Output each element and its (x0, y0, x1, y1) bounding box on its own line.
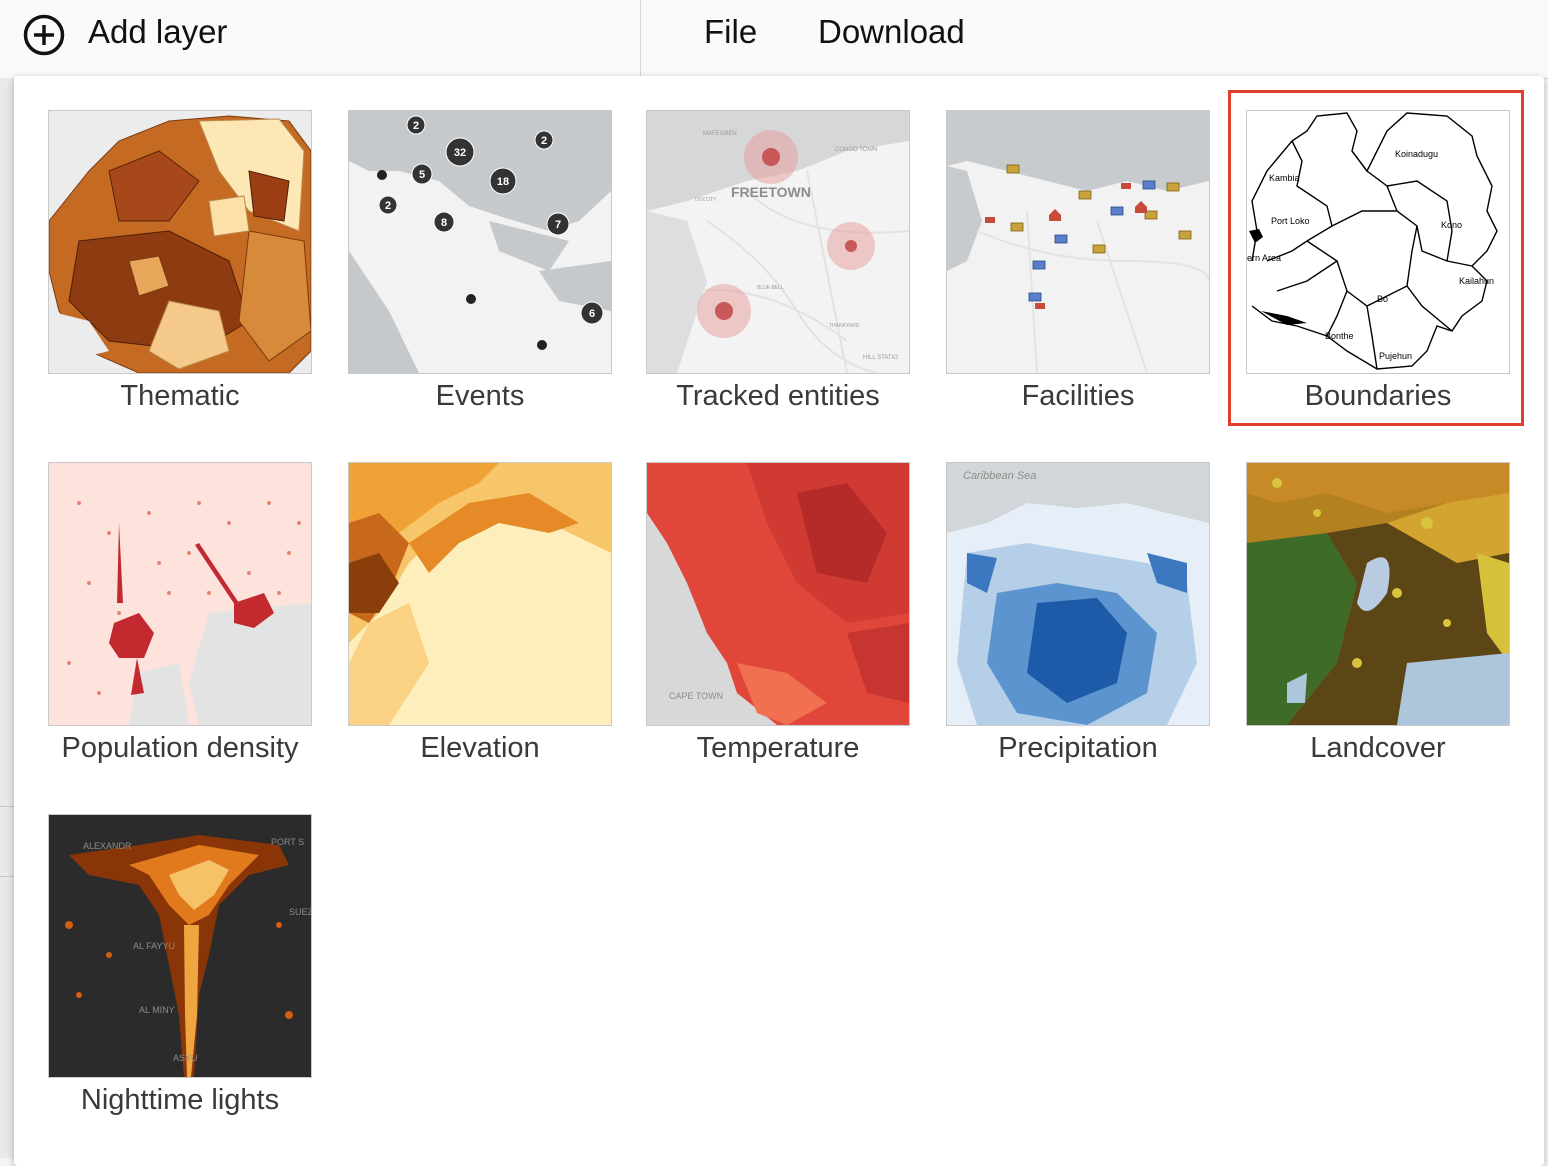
tracked-entities-map-thumbnail: MAFEGBEN CONGO TOWN DOCOTY BLUE BELL THA… (646, 110, 910, 374)
layer-label: Landcover (1310, 732, 1446, 764)
boundary-label: Pujehun (1379, 351, 1412, 361)
layer-population-density[interactable]: Population density (48, 462, 312, 792)
layer-label: Thematic (120, 380, 240, 412)
cluster-count: 8 (441, 217, 447, 229)
cluster-count: 7 (555, 219, 561, 231)
sea-label: Caribbean Sea (963, 470, 1036, 482)
layer-label: Temperature (696, 732, 860, 764)
layer-landcover[interactable]: Landcover (1246, 462, 1510, 792)
elevation-map-thumbnail (348, 462, 612, 726)
add-layer-button[interactable]: Add layer (0, 0, 641, 78)
boundary-label: Kailahun (1459, 276, 1494, 286)
population-density-map-thumbnail (48, 462, 312, 726)
boundary-label: Bo (1377, 294, 1388, 304)
layer-thematic[interactable]: Thematic (48, 110, 312, 440)
boundaries-map-thumbnail: Koinadugu Kambia Port Loko Kono ern Area… (1246, 110, 1510, 374)
layer-label: Precipitation (998, 732, 1158, 764)
layer-label: Events (435, 380, 525, 412)
place-label: BLUE BELL (757, 285, 784, 291)
layer-facilities[interactable]: Facilities (946, 110, 1210, 440)
download-menu[interactable]: Download (818, 13, 965, 50)
cluster-count: 2 (541, 135, 547, 147)
layer-precipitation[interactable]: Caribbean Sea Precipitation (946, 462, 1210, 792)
temperature-map-thumbnail: CAPE TOWN (646, 462, 910, 726)
add-circle-icon (23, 14, 65, 56)
layer-label: Tracked entities (676, 380, 880, 412)
layer-events[interactable]: 2 32 2 5 18 2 8 7 6 Events (348, 110, 612, 440)
layer-label: Facilities (1021, 380, 1135, 412)
cluster-count: 2 (413, 120, 419, 132)
top-bar: Add layer File Download (0, 0, 1548, 79)
layer-label: Boundaries (1304, 380, 1452, 412)
cluster-count: 32 (454, 147, 466, 159)
layer-tracked-entities[interactable]: MAFEGBEN CONGO TOWN DOCOTY BLUE BELL THA… (646, 110, 910, 440)
boundary-label: Kambia (1269, 173, 1300, 183)
boundary-label: Port Loko (1271, 216, 1310, 226)
cluster-count: 5 (419, 169, 425, 181)
cluster-count: 6 (589, 308, 595, 320)
background-sidebar (0, 78, 14, 1158)
nighttime-lights-map-thumbnail: ALEXANDR PORT S SUEZ AL FAYYU AL MINY AS… (48, 814, 312, 1078)
layer-label: Nighttime lights (80, 1084, 280, 1116)
add-layer-dialog: Thematic (14, 76, 1544, 1166)
place-label: MAFEGBEN (703, 131, 737, 137)
place-label: FREETOWN (731, 184, 811, 200)
place-label: SUEZ (289, 907, 311, 917)
place-label: HILL STATIO (863, 355, 898, 361)
landcover-map-thumbnail (1246, 462, 1510, 726)
file-menu[interactable]: File (704, 13, 758, 50)
layer-boundaries[interactable]: Koinadugu Kambia Port Loko Kono ern Area… (1246, 110, 1510, 440)
layer-label: Population density (61, 732, 299, 764)
layer-elevation[interactable]: Elevation (348, 462, 612, 792)
place-label: THANKYARD (829, 323, 860, 329)
place-label: CAPE TOWN (669, 691, 723, 701)
cluster-count: 2 (385, 200, 391, 212)
boundary-label: Bonthe (1325, 331, 1354, 341)
place-label: DOCOTY (695, 197, 717, 203)
add-layer-label: Add layer (88, 13, 228, 50)
layer-label: Elevation (420, 732, 540, 764)
place-label: ALEXANDR (83, 841, 132, 851)
place-label: ASYU (173, 1053, 198, 1063)
layer-temperature[interactable]: CAPE TOWN Temperature (646, 462, 910, 792)
place-label: AL FAYYU (133, 941, 175, 951)
place-label: PORT S (271, 837, 304, 847)
boundary-label: Koinadugu (1395, 149, 1438, 159)
boundary-label: Kono (1441, 220, 1462, 230)
facilities-map-thumbnail (946, 110, 1210, 374)
choropleth-map-thumbnail (48, 110, 312, 374)
cluster-count: 18 (497, 176, 509, 188)
place-label: AL MINY (139, 1005, 175, 1015)
clustered-events-map-thumbnail: 2 32 2 5 18 2 8 7 6 (348, 110, 612, 374)
precipitation-map-thumbnail: Caribbean Sea (946, 462, 1210, 726)
place-label: CONGO TOWN (835, 147, 877, 153)
layer-nighttime-lights[interactable]: ALEXANDR PORT S SUEZ AL FAYYU AL MINY AS… (48, 814, 312, 1144)
boundary-label: ern Area (1247, 253, 1281, 263)
